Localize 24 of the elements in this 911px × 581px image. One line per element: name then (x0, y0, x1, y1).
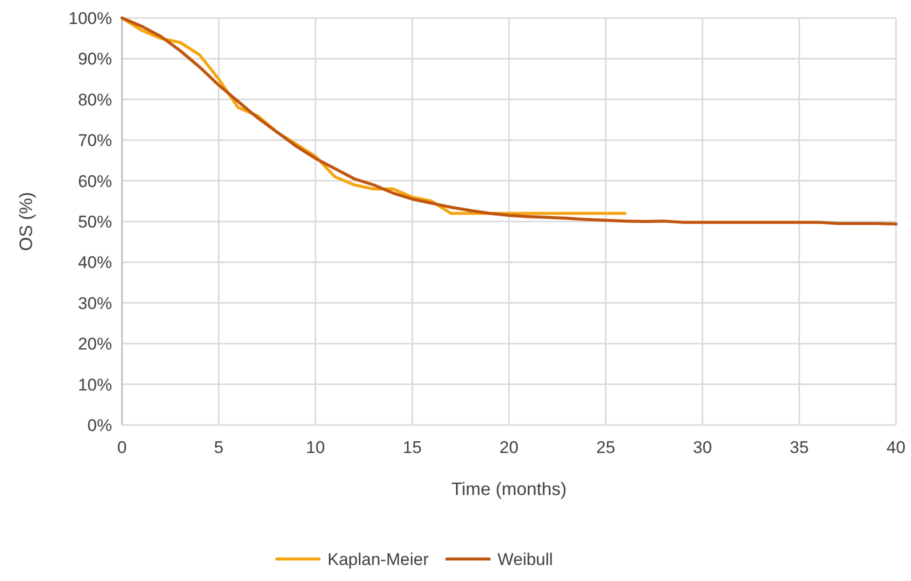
x-tick-label: 40 (886, 438, 906, 457)
x-tick-label: 35 (790, 438, 809, 457)
y-tick-label: 50% (78, 212, 112, 232)
x-tick-label: 30 (693, 438, 712, 457)
x-tick-label: 0 (117, 438, 127, 457)
y-tick-label: 70% (78, 131, 112, 150)
y-tick-label: 100% (68, 8, 112, 28)
x-axis-title: Time (months) (451, 479, 567, 499)
x-tick-label: 20 (500, 438, 518, 457)
x-tick-label: 25 (596, 438, 616, 457)
y-tick-label: 30% (78, 294, 112, 313)
y-tick-label: 40% (78, 253, 112, 272)
y-tick-label: 20% (78, 334, 112, 354)
y-axis-title: OS (%) (16, 192, 36, 252)
y-tick-label: 80% (78, 90, 112, 110)
x-tick-label: 5 (214, 438, 224, 457)
legend-label: Kaplan-Meier (328, 550, 429, 569)
y-tick-label: 90% (78, 50, 112, 69)
x-tick-label: 15 (402, 438, 422, 457)
x-tick-label: 10 (306, 438, 325, 457)
y-tick-label: 10% (78, 375, 112, 394)
y-tick-label: 0% (87, 416, 112, 435)
legend-label: Weibull (498, 550, 553, 569)
y-tick-label: 60% (78, 172, 112, 191)
